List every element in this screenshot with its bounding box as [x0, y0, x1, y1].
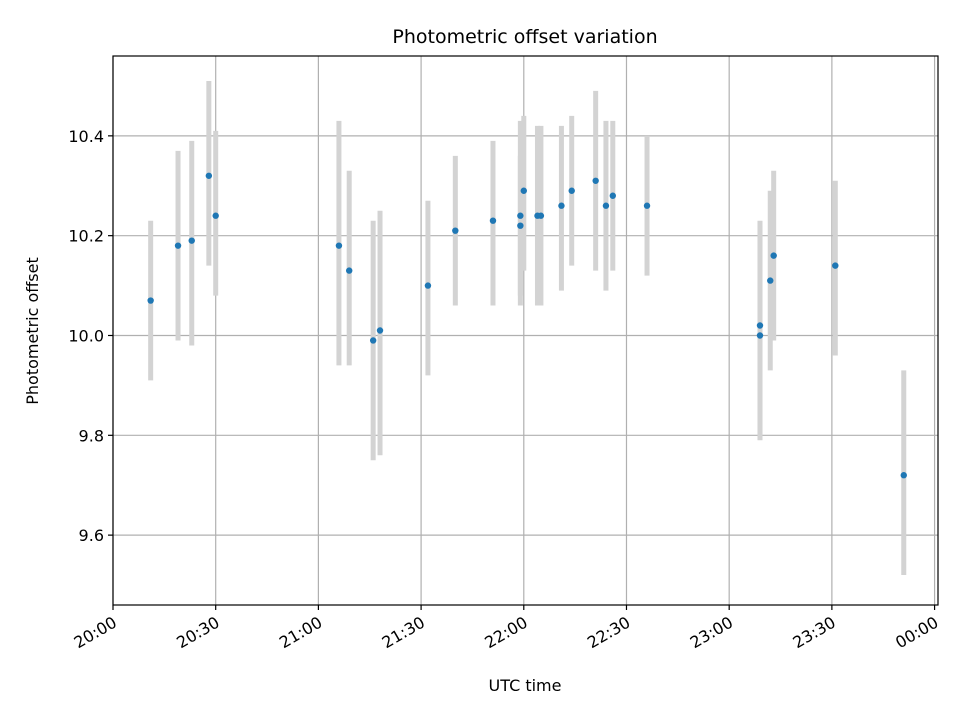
data-point — [212, 212, 219, 219]
y-tick-label: 9.6 — [79, 526, 104, 545]
data-point — [568, 187, 575, 194]
y-axis-label: Photometric offset — [23, 257, 42, 405]
data-point — [489, 217, 497, 224]
plot-frame — [112, 55, 939, 606]
data-point — [335, 242, 343, 249]
data-point — [517, 212, 524, 219]
chart-title: Photometric offset variation — [392, 26, 657, 48]
data-point — [517, 222, 524, 229]
data-points — [147, 172, 907, 479]
data-point — [643, 202, 651, 209]
x-axis-label: UTC time — [489, 676, 562, 695]
data-point — [900, 472, 907, 479]
data-point — [376, 327, 384, 334]
data-point — [770, 252, 777, 259]
y-axis: 9.6 9.8 10.0 10.2 10.4 — [68, 127, 113, 545]
data-point — [756, 332, 764, 339]
y-tick-label: 9.8 — [79, 426, 104, 445]
y-tick-label: 10.0 — [68, 326, 104, 345]
data-point — [205, 172, 213, 179]
data-point — [452, 227, 459, 234]
data-point — [174, 242, 182, 249]
data-point — [602, 202, 610, 209]
data-point — [188, 237, 195, 244]
data-point — [832, 262, 839, 269]
data-point — [592, 177, 599, 184]
data-point — [424, 282, 432, 289]
y-tick-label: 10.4 — [68, 127, 104, 146]
data-point — [369, 337, 377, 344]
data-point — [346, 267, 353, 274]
data-point — [520, 187, 527, 194]
data-point — [558, 202, 565, 209]
data-point — [767, 277, 774, 284]
data-point — [756, 322, 764, 329]
data-point — [537, 212, 545, 219]
y-tick-label: 10.2 — [68, 227, 104, 246]
data-point — [609, 192, 616, 199]
data-point — [147, 297, 154, 304]
